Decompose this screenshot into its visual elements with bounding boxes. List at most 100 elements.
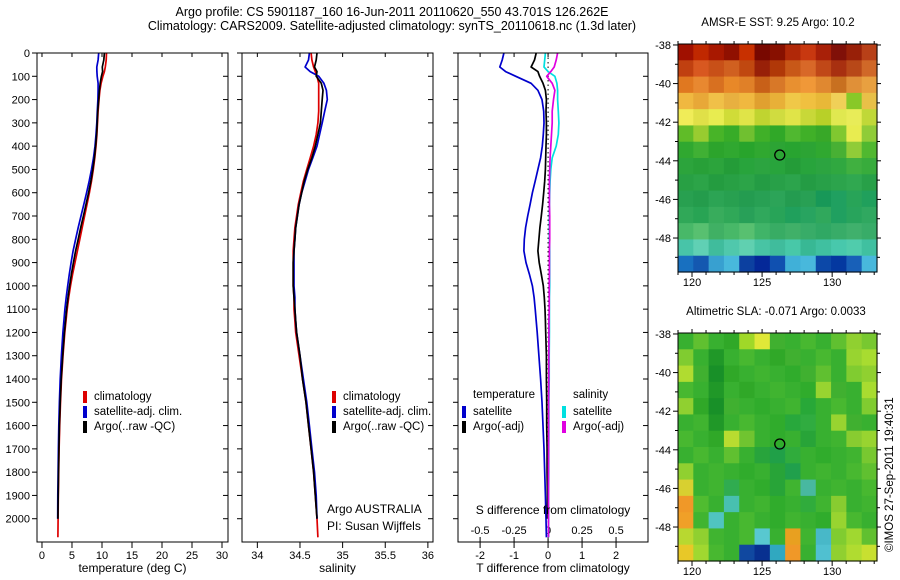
svg-text:-2: -2 bbox=[475, 550, 485, 562]
program-annotation-line1: Argo AUSTRALIA bbox=[327, 502, 422, 516]
legend-item: climatology bbox=[83, 389, 182, 404]
sst_map-panel: 120 125 130 -38 -40 -42 -44 -46 -48 bbox=[655, 40, 881, 289]
copyright-stamp: ©IMOS 27-Sep-2011 19:40:31 bbox=[884, 397, 896, 552]
difference_profile-curve-t-satellite bbox=[498, 52, 548, 538]
svg-text:1900: 1900 bbox=[6, 490, 30, 502]
svg-text:34: 34 bbox=[251, 550, 263, 562]
salinity-legend: climatology satellite-adj. clim. Argo(..… bbox=[332, 389, 431, 434]
svg-text:25: 25 bbox=[186, 550, 198, 562]
temperature-legend: climatology satellite-adj. clim. Argo(..… bbox=[83, 389, 182, 434]
svg-text:1700: 1700 bbox=[6, 444, 30, 456]
s-diff-annotation: S difference from climatology bbox=[475, 503, 631, 517]
svg-text:0: 0 bbox=[545, 550, 551, 562]
svg-text:1200: 1200 bbox=[6, 327, 30, 339]
temperature_profile-curve-satellite-adj-clim- bbox=[56, 52, 100, 519]
svg-text:35: 35 bbox=[336, 550, 348, 562]
legend-label: Argo(..raw -QC) bbox=[343, 420, 425, 433]
sla_map-panel: 120 125 130 -38 -40 -42 -44 -46 -48 bbox=[655, 329, 881, 578]
svg-text:36: 36 bbox=[422, 550, 434, 562]
svg-text:400: 400 bbox=[12, 141, 30, 153]
sst_map-float-marker bbox=[774, 149, 786, 161]
svg-text:-0.25: -0.25 bbox=[502, 525, 527, 537]
svg-text:2000: 2000 bbox=[6, 514, 30, 526]
svg-text:100: 100 bbox=[12, 71, 30, 83]
legend-label: satellite-adj. clim. bbox=[94, 405, 183, 418]
t-diff-axis-label: T difference from climatology bbox=[476, 561, 630, 575]
svg-text:-46: -46 bbox=[655, 194, 671, 206]
legend-item: Argo(-adj) bbox=[562, 419, 624, 434]
svg-text:200: 200 bbox=[12, 95, 30, 107]
legend-item: Argo(..raw -QC) bbox=[83, 419, 182, 434]
svg-text:0.5: 0.5 bbox=[608, 525, 623, 537]
svg-text:900: 900 bbox=[12, 258, 30, 270]
svg-text:10: 10 bbox=[96, 550, 108, 562]
legend-item: Argo(..raw -QC) bbox=[332, 419, 431, 434]
salinity_profile-panel: 34 34.5 35 35.5 36 bbox=[237, 52, 434, 562]
legend-item: satellite bbox=[562, 404, 624, 419]
svg-text:-42: -42 bbox=[655, 406, 671, 418]
svg-text:0: 0 bbox=[24, 48, 30, 60]
svg-text:500: 500 bbox=[12, 164, 30, 176]
legend-header: temperature bbox=[473, 389, 536, 401]
svg-text:800: 800 bbox=[12, 234, 30, 246]
legend-marker bbox=[462, 420, 466, 433]
legend-label: Argo(-adj) bbox=[573, 420, 625, 433]
temperature-axis-label: temperature (deg C) bbox=[78, 561, 187, 575]
svg-text:1100: 1100 bbox=[6, 304, 30, 316]
svg-text:-38: -38 bbox=[655, 329, 671, 341]
svg-text:-1: -1 bbox=[509, 550, 519, 562]
svg-text:125: 125 bbox=[753, 566, 771, 578]
svg-text:120: 120 bbox=[683, 277, 701, 289]
svg-text:130: 130 bbox=[823, 277, 841, 289]
legend-marker bbox=[83, 405, 87, 418]
svg-text:1400: 1400 bbox=[6, 374, 30, 386]
svg-text:-44: -44 bbox=[655, 156, 671, 168]
legend-item: satellite-adj. clim. bbox=[83, 404, 182, 419]
svg-text:600: 600 bbox=[12, 188, 30, 200]
diff-temperature-legend: temperature satellite Argo(-adj) bbox=[462, 389, 535, 434]
salinity-axis-label: salinity bbox=[319, 561, 356, 575]
diff-salinity-legend: salinity satellite Argo(-adj) bbox=[562, 389, 624, 434]
legend-label: Argo(-adj) bbox=[473, 420, 525, 433]
svg-text:2: 2 bbox=[613, 550, 619, 562]
legend-item: satellite-adj. clim. bbox=[332, 404, 431, 419]
sla_map-float-marker bbox=[774, 438, 786, 450]
legend-marker bbox=[562, 420, 566, 433]
legend-marker bbox=[462, 405, 466, 418]
difference_profile-curve-t-argo-adj- bbox=[530, 52, 549, 519]
svg-text:-46: -46 bbox=[655, 483, 671, 495]
svg-text:-44: -44 bbox=[655, 445, 671, 457]
legend-label: climatology bbox=[343, 390, 401, 403]
legend-label: Argo(..raw -QC) bbox=[94, 420, 176, 433]
svg-text:-42: -42 bbox=[655, 117, 671, 129]
svg-text:120: 120 bbox=[683, 566, 701, 578]
svg-text:1: 1 bbox=[579, 550, 585, 562]
svg-text:1500: 1500 bbox=[6, 397, 30, 409]
legend-header: salinity bbox=[573, 389, 609, 401]
svg-text:-0.5: -0.5 bbox=[471, 525, 490, 537]
svg-text:0.25: 0.25 bbox=[571, 525, 592, 537]
legend-item: Argo(-adj) bbox=[462, 419, 535, 434]
program-annotation-line2: PI: Susan Wijffels bbox=[327, 519, 421, 533]
legend-label: satellite bbox=[473, 405, 512, 418]
figure-title-line2: Climatology: CARS2009. Satellite-adjuste… bbox=[147, 19, 637, 33]
svg-text:-48: -48 bbox=[655, 522, 671, 534]
temperature_profile-curve-climatology bbox=[57, 52, 108, 538]
legend-marker bbox=[332, 420, 336, 433]
legend-item: satellite bbox=[462, 404, 535, 419]
svg-text:0: 0 bbox=[39, 550, 45, 562]
svg-text:130: 130 bbox=[823, 566, 841, 578]
sst-map-title: AMSR-E SST: 9.25 Argo: 10.2 bbox=[701, 17, 855, 29]
svg-text:15: 15 bbox=[126, 550, 138, 562]
difference_profile-curve-s-argo-adj- bbox=[545, 52, 559, 538]
svg-text:1800: 1800 bbox=[6, 467, 30, 479]
svg-text:35.5: 35.5 bbox=[375, 550, 396, 562]
legend-label: satellite-adj. clim. bbox=[343, 405, 432, 418]
legend-label: climatology bbox=[94, 390, 152, 403]
svg-text:1600: 1600 bbox=[6, 421, 30, 433]
svg-text:-38: -38 bbox=[655, 40, 671, 52]
svg-text:1000: 1000 bbox=[6, 281, 30, 293]
svg-text:5: 5 bbox=[69, 550, 75, 562]
